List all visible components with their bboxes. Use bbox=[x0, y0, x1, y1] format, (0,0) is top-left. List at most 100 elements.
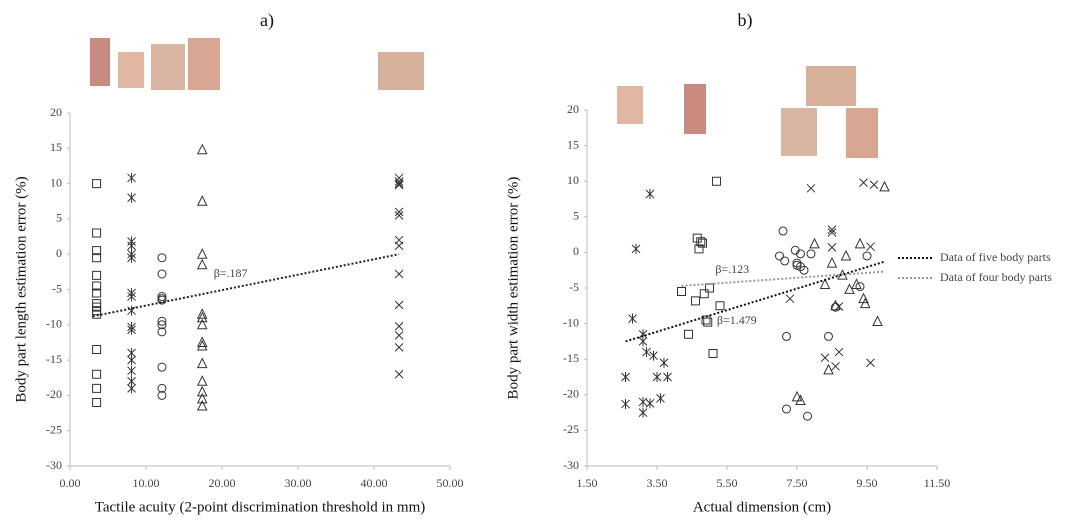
x-axis-label: Tactile acuity (2-point discrimination t… bbox=[95, 499, 426, 515]
data-point bbox=[781, 257, 789, 265]
data-point bbox=[395, 331, 403, 339]
x-tick-label: 11.50 bbox=[924, 476, 951, 490]
data-point bbox=[395, 242, 403, 250]
data-point bbox=[158, 363, 166, 371]
photo-nose bbox=[118, 52, 144, 88]
y-tick-label: 15 bbox=[50, 140, 62, 154]
y-tick-label: 0 bbox=[573, 244, 579, 258]
x-tick-label: 1.50 bbox=[577, 476, 598, 490]
data-point bbox=[198, 320, 207, 329]
photo-nose bbox=[617, 86, 643, 124]
x-tick-label: 3.50 bbox=[647, 476, 668, 490]
y-tick-label: 20 bbox=[567, 102, 579, 116]
y-tick-label: 5 bbox=[56, 211, 62, 225]
data-point bbox=[128, 173, 136, 183]
data-point bbox=[863, 252, 871, 260]
data-point bbox=[198, 260, 207, 269]
beta-label: β=.123 bbox=[715, 262, 749, 276]
data-point bbox=[807, 250, 815, 258]
data-point bbox=[198, 359, 207, 368]
data-point bbox=[856, 239, 865, 248]
data-point bbox=[867, 359, 875, 367]
data-point bbox=[716, 302, 724, 310]
data-point bbox=[860, 179, 868, 187]
data-point bbox=[835, 348, 843, 356]
data-point bbox=[639, 408, 647, 418]
y-axis-label: Body part width estimation error (%) bbox=[505, 177, 521, 400]
data-point bbox=[880, 182, 889, 191]
x-tick-label: 5.50 bbox=[717, 476, 738, 490]
y-tick-label: -5 bbox=[52, 281, 62, 295]
data-point bbox=[828, 243, 836, 251]
data-point bbox=[128, 292, 136, 302]
data-point bbox=[776, 252, 784, 260]
y-tick-label: -20 bbox=[563, 387, 579, 401]
data-point bbox=[93, 271, 101, 279]
photo-hand bbox=[151, 44, 185, 90]
data-point bbox=[128, 366, 136, 376]
data-point bbox=[158, 254, 166, 262]
data-point bbox=[395, 343, 403, 351]
data-point bbox=[629, 314, 637, 324]
chart-title: a) bbox=[260, 10, 274, 31]
data-point bbox=[128, 383, 136, 393]
data-point bbox=[395, 322, 403, 330]
data-point bbox=[93, 229, 101, 237]
data-point bbox=[678, 288, 686, 296]
data-point bbox=[158, 270, 166, 278]
data-point bbox=[395, 208, 403, 216]
photo-lip bbox=[684, 84, 706, 134]
data-point bbox=[700, 290, 708, 298]
data-point bbox=[93, 346, 101, 354]
data-point bbox=[639, 397, 647, 407]
y-tick-label: 5 bbox=[573, 209, 579, 223]
y-tick-label: 10 bbox=[567, 173, 579, 187]
x-axis-label: Actual dimension (cm) bbox=[693, 499, 831, 515]
x-tick-label: 7.50 bbox=[787, 476, 808, 490]
data-point bbox=[657, 393, 665, 403]
data-point bbox=[395, 301, 403, 309]
y-tick-label: -5 bbox=[569, 280, 579, 294]
y-axis-label: Body part length estimation error (%) bbox=[13, 176, 29, 402]
legend-label: Data of five body parts bbox=[940, 250, 1051, 264]
data-point bbox=[198, 145, 207, 154]
data-point bbox=[821, 354, 829, 362]
data-point bbox=[828, 258, 837, 267]
data-point bbox=[664, 372, 672, 382]
y-tick-label: -15 bbox=[46, 352, 62, 366]
data-point bbox=[783, 332, 791, 340]
data-point bbox=[685, 330, 693, 338]
y-tick-label: 10 bbox=[50, 175, 62, 189]
photo-hand bbox=[781, 108, 817, 156]
photo-neck bbox=[378, 52, 424, 90]
beta-label: β=1.479 bbox=[717, 313, 757, 327]
data-point bbox=[395, 370, 403, 378]
body-part-photos bbox=[90, 38, 878, 158]
data-point bbox=[653, 372, 661, 382]
legend-label: Data of four body parts bbox=[940, 270, 1052, 284]
data-point bbox=[825, 332, 833, 340]
data-point bbox=[807, 184, 815, 192]
figure: a)-30-25-20-15-10-5051015200.0010.0020.0… bbox=[0, 0, 1078, 520]
y-tick-label: -10 bbox=[563, 315, 579, 329]
x-tick-label: 9.50 bbox=[857, 476, 878, 490]
data-point bbox=[395, 270, 403, 278]
data-point bbox=[660, 358, 668, 368]
data-point bbox=[824, 365, 833, 374]
beta-label: β=.187 bbox=[214, 266, 248, 280]
data-point bbox=[93, 384, 101, 392]
y-tick-label: 0 bbox=[56, 246, 62, 260]
y-tick-label: -25 bbox=[46, 422, 62, 436]
data-point bbox=[704, 318, 712, 326]
y-tick-label: 20 bbox=[50, 105, 62, 119]
data-point bbox=[832, 362, 840, 370]
data-point bbox=[646, 189, 654, 199]
data-point bbox=[93, 180, 101, 188]
data-point bbox=[128, 355, 136, 365]
data-point bbox=[198, 196, 207, 205]
x-tick-label: 40.00 bbox=[361, 476, 388, 490]
data-point bbox=[779, 227, 787, 235]
x-tick-label: 30.00 bbox=[285, 476, 312, 490]
data-point bbox=[128, 253, 136, 263]
x-tick-label: 10.00 bbox=[133, 476, 160, 490]
